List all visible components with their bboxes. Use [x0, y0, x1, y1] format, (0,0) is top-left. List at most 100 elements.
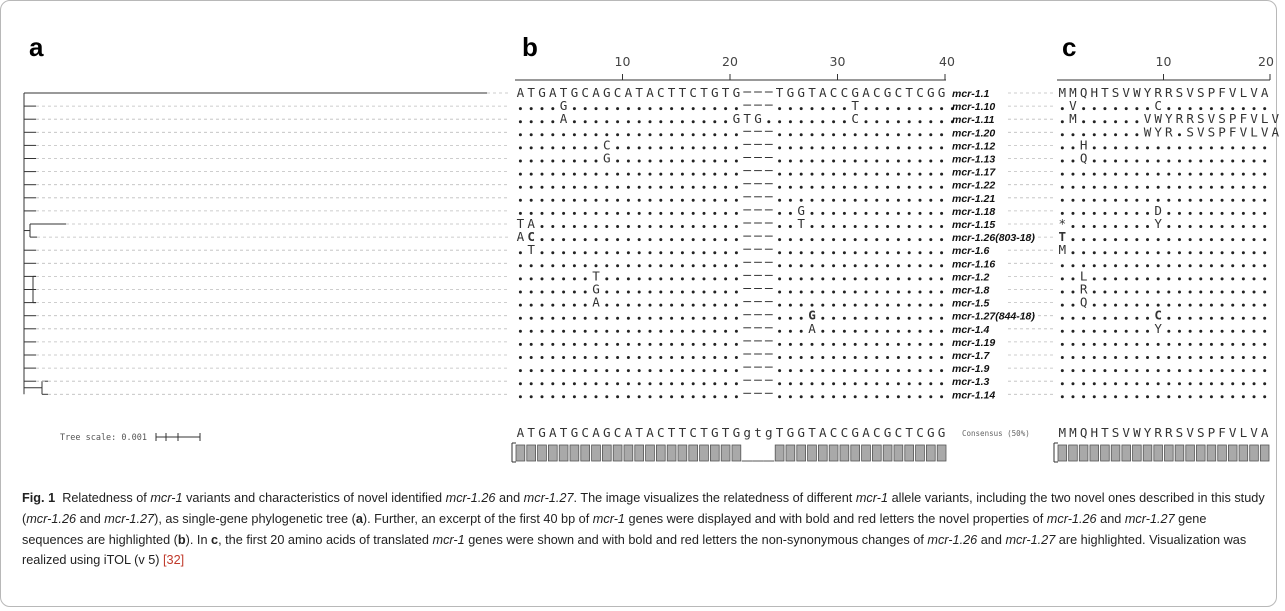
- nt-row-dot: [864, 251, 868, 255]
- aa-row-dot: [1135, 120, 1139, 124]
- conservation-bar: [861, 444, 871, 462]
- aa-row-dot: [1146, 382, 1150, 386]
- aa-row-dot: [1071, 303, 1075, 307]
- nt-row-dot: [659, 329, 663, 333]
- nt-row-dot: [810, 185, 814, 189]
- nt-row-dot: [540, 198, 544, 202]
- nt-row-dot: [572, 225, 576, 228]
- aa-row-dot: [1092, 133, 1096, 137]
- aa-row-dot: [1103, 238, 1107, 242]
- nt-row-dot: [594, 211, 598, 215]
- nt-row-dot: [907, 146, 911, 150]
- aa-row-dot: [1263, 107, 1267, 111]
- nt-row-dot: [572, 172, 576, 176]
- nt-row-dot: [562, 185, 566, 189]
- consensus-nt-char: A: [592, 425, 600, 440]
- nt-row-dot: [940, 133, 944, 137]
- nt-row-dot: [864, 382, 868, 386]
- nt-row-dot: [702, 356, 706, 359]
- consensus-nt-char: G: [851, 425, 859, 440]
- nt-row-dot: [616, 369, 620, 373]
- nt-row-dot: [616, 107, 620, 111]
- nt-row-dot: [907, 251, 911, 255]
- aa-row-char: A: [1261, 85, 1269, 100]
- nt-row-dot: [778, 159, 782, 163]
- nt-row-dot: [886, 133, 890, 137]
- nt-row-char: G: [797, 203, 805, 218]
- aa-row-dot: [1231, 198, 1235, 202]
- nt-row-dot: [799, 290, 803, 294]
- nt-row-dot: [616, 238, 620, 242]
- nt-row-dot: [691, 290, 695, 294]
- nt-row-dot: [702, 198, 706, 202]
- nt-row-dot: [702, 264, 706, 268]
- nt-row-dot: [670, 356, 674, 359]
- aa-row-char: S: [1112, 85, 1120, 100]
- aa-row-dot: [1209, 211, 1213, 215]
- nt-row-dot: [788, 146, 792, 150]
- nt-row-dot: [864, 146, 868, 150]
- aa-row-dot: [1156, 303, 1160, 307]
- consensus-nt-char: C: [689, 425, 697, 440]
- nt-row-dot: [648, 290, 652, 294]
- aa-row-dot: [1060, 198, 1064, 202]
- nt-row-char: T: [905, 85, 913, 100]
- aa-row-dot: [1124, 225, 1128, 228]
- conservation-bar: [1259, 444, 1270, 462]
- aa-row-dot: [1124, 290, 1128, 294]
- aa-row-dot: [1188, 395, 1192, 399]
- nt-row-dot: [724, 159, 728, 163]
- aa-row-dot: [1092, 277, 1096, 281]
- nt-row-dot: [918, 133, 922, 137]
- consensus-nt-char: A: [625, 425, 633, 440]
- nt-row-dot: [864, 159, 868, 163]
- nt-row-dot: [940, 395, 944, 399]
- consensus-aa-char: V: [1122, 425, 1130, 440]
- consensus-nt-char: A: [819, 425, 827, 440]
- aa-row-dot: [1188, 211, 1192, 215]
- consensus-label: Consensus (50%): [962, 429, 1030, 438]
- nt-row-dot: [810, 369, 814, 373]
- aa-row-dot: [1188, 342, 1192, 346]
- nt-row-dot: [853, 159, 857, 163]
- aa-row-dot: [1199, 277, 1203, 281]
- aa-row-dot: [1060, 172, 1064, 176]
- aa-row-char: L: [1250, 124, 1258, 139]
- nt-row-dot: [572, 198, 576, 202]
- axis-c-tick-label: 20: [1258, 54, 1274, 69]
- nt-row-dot: [594, 133, 598, 137]
- nt-row-char: C: [841, 85, 849, 100]
- nt-row-dot: [724, 172, 728, 176]
- nt-row-dot: [853, 303, 857, 307]
- nt-row-dot: [637, 342, 641, 346]
- consensus-nt-char: A: [517, 425, 525, 440]
- nt-row-dot: [896, 290, 900, 294]
- aa-row-char: W: [1144, 124, 1152, 139]
- nt-row-dot: [734, 133, 738, 137]
- aa-row-dot: [1231, 277, 1235, 281]
- aa-row-dot: [1092, 238, 1096, 242]
- conservation-bar: [1249, 444, 1259, 462]
- nt-row-dot: [778, 277, 782, 281]
- nt-row-dot: [572, 277, 576, 281]
- nt-row-dot: [724, 290, 728, 294]
- aa-row-dot: [1060, 159, 1064, 163]
- nt-row-dot: [896, 133, 900, 137]
- aa-row-dot: [1241, 264, 1245, 268]
- nt-row-dot: [842, 395, 846, 399]
- aa-row-dot: [1092, 356, 1096, 359]
- consensus-nt-char: G: [884, 425, 892, 440]
- nt-row-dot: [583, 107, 587, 111]
- consensus-aa-char: S: [1112, 425, 1120, 440]
- aa-row-char: W: [1154, 111, 1162, 126]
- nt-row-dot: [713, 303, 717, 307]
- nt-row-dot: [788, 120, 792, 124]
- nt-row-dot: [778, 329, 782, 333]
- consensus-nt-char: G: [538, 425, 546, 440]
- nt-row-dot: [896, 238, 900, 242]
- aa-row-dot: [1252, 264, 1256, 268]
- nt-row-char: A: [819, 85, 827, 100]
- aa-row-dot: [1199, 185, 1203, 189]
- consensus-nt-char: T: [776, 425, 784, 440]
- nt-row-dot: [713, 185, 717, 189]
